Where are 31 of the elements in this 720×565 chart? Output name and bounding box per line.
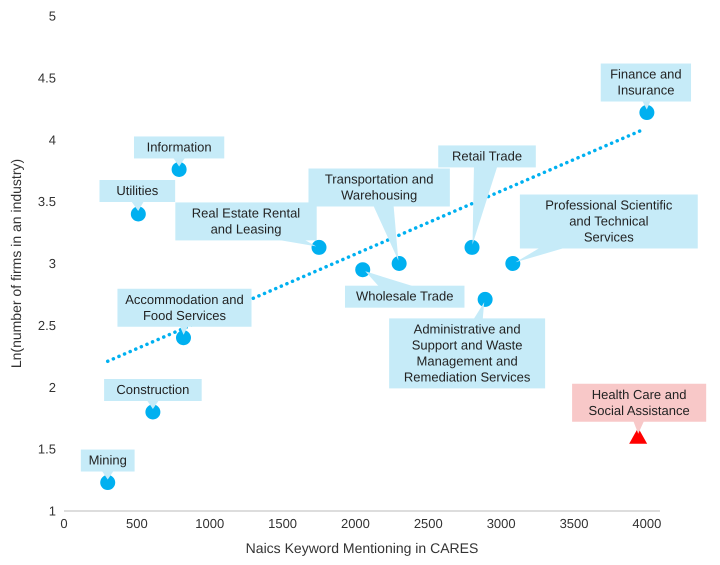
y-tick-label: 2.5 [38, 318, 56, 333]
y-axis-title: Ln(number of firms in an industry) [8, 158, 24, 368]
x-tick-label: 500 [126, 516, 148, 532]
annotation: Health Care and Social Assistance [588, 386, 690, 418]
x-tick-label: 4000 [632, 516, 662, 532]
annotation: Wholesale Trade [356, 288, 454, 304]
x-tick-label: 0 [60, 516, 68, 532]
y-tick-label: 4 [48, 132, 56, 148]
annotation: Accommodation and Food Services [125, 292, 244, 323]
annotation: Transportation and Warehousing [324, 172, 434, 202]
y-tick-label: 5 [48, 8, 56, 24]
annotation: Construction [116, 382, 190, 397]
annotation: Finance and Insurance [610, 66, 682, 98]
x-tick-label: 1000 [195, 516, 224, 532]
y-tick-label: 3 [48, 256, 56, 272]
x-tick-label: 1500 [268, 516, 298, 532]
y-tick-label: 1.5 [38, 442, 56, 457]
y-tick-label: 1 [48, 504, 56, 519]
annotation: Mining [88, 452, 127, 468]
y-tick-label: 2 [48, 380, 56, 395]
x-tick-label: 2000 [340, 516, 370, 532]
annotation: Administrative and Support and Waste Management and Remediation Services [404, 321, 531, 384]
x-tick-label: 3000 [486, 516, 516, 532]
annotation: Retail Trade [452, 148, 522, 164]
x-axis-title: Naics Keyword Mentioning in CARES [246, 540, 478, 556]
x-tick-label: 2500 [414, 516, 443, 532]
annotation: Information [146, 139, 212, 154]
annotation: Utilities [116, 183, 159, 198]
y-tick-label: 3.5 [38, 194, 56, 210]
x-tick-label: 3500 [560, 516, 588, 532]
y-tick-label: 4.5 [38, 70, 56, 86]
